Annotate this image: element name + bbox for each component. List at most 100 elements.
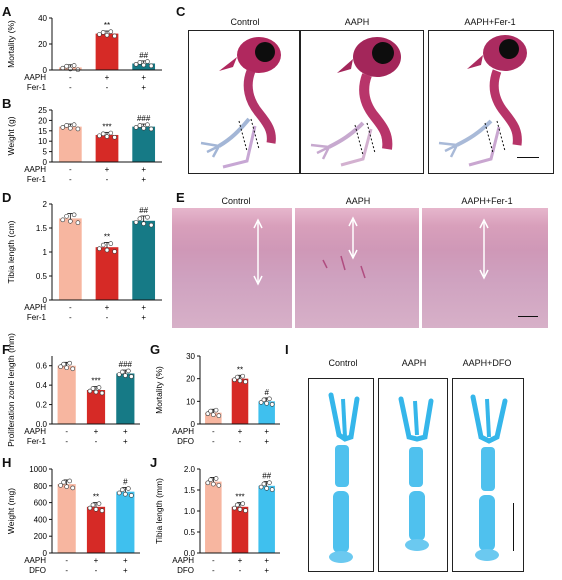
aaph-sign: + — [141, 165, 146, 174]
data-point — [208, 477, 213, 483]
treatment-sign: - — [212, 437, 215, 446]
data-point — [126, 486, 131, 491]
y-axis-label: Proliferation zone length (mm) — [6, 333, 16, 447]
data-point — [108, 29, 114, 34]
data-point — [112, 249, 117, 254]
data-point — [96, 385, 102, 390]
significance-label: *** — [235, 493, 244, 502]
significance-label: ## — [139, 206, 148, 215]
data-point — [269, 402, 275, 407]
data-point — [71, 212, 77, 218]
bar — [258, 401, 275, 424]
aaph-sign: - — [69, 165, 72, 174]
y-tick-label: 0.0 — [184, 549, 196, 558]
data-point — [240, 501, 246, 506]
row-label-aaph: AAPH — [24, 73, 46, 82]
data-point — [108, 130, 114, 136]
y-tick-label: 200 — [34, 532, 48, 541]
data-point — [90, 386, 96, 391]
data-point — [64, 484, 69, 489]
data-point — [58, 483, 63, 488]
skeleton-image-control — [188, 30, 300, 174]
row-label-treatment: Fer-1 — [27, 83, 47, 92]
data-point — [137, 60, 143, 65]
bar — [86, 390, 106, 424]
data-point — [96, 501, 102, 506]
bar — [95, 247, 119, 300]
caption-c-control: Control — [230, 17, 260, 27]
y-tick-label: 20 — [38, 116, 47, 125]
aaph-sign: + — [238, 556, 243, 565]
panel-letter-e: E — [176, 190, 185, 205]
bar — [58, 126, 82, 162]
treatment-sign: - — [212, 566, 215, 575]
caption-c-aaph-fer1: AAPH+Fer-1 — [464, 17, 516, 27]
row-label-aaph: AAPH — [24, 556, 46, 565]
data-point — [104, 247, 110, 253]
data-point — [148, 126, 154, 132]
treatment-sign: + — [264, 437, 269, 446]
data-point — [234, 374, 240, 380]
data-point — [123, 373, 128, 378]
data-point — [211, 481, 216, 487]
data-point — [64, 123, 69, 128]
histology-arrow-aaph-fer1 — [479, 218, 489, 280]
aaph-sign: + — [123, 427, 128, 436]
skeleton-image-aaph — [300, 30, 424, 174]
bar — [116, 491, 135, 553]
treatment-sign: - — [106, 83, 109, 92]
y-tick-label: 800 — [34, 482, 48, 491]
y-tick-label: 0.0 — [36, 420, 48, 429]
cartilage-drawing-aaph — [398, 396, 434, 551]
aaph-sign: - — [212, 427, 215, 436]
data-point — [145, 122, 150, 127]
treatment-sign: - — [69, 83, 72, 92]
data-point — [141, 62, 146, 68]
y-tick-label: 0 — [43, 158, 48, 167]
data-point — [211, 412, 216, 418]
aaph-sign: - — [212, 556, 215, 565]
y-tick-label: 1 — [43, 248, 48, 257]
data-point — [133, 219, 139, 225]
data-point — [264, 401, 269, 406]
data-point — [70, 366, 76, 372]
bar — [205, 412, 222, 424]
row-label-aaph: AAPH — [24, 427, 46, 436]
data-point — [97, 246, 102, 251]
data-point — [133, 61, 139, 67]
bar — [57, 484, 76, 553]
data-point — [97, 133, 102, 139]
scale-bar-e — [518, 316, 538, 317]
y-tick-label: 2 — [43, 200, 48, 209]
data-point — [240, 373, 246, 379]
data-point — [148, 63, 154, 69]
y-tick-label: 10 — [38, 137, 47, 146]
data-point — [269, 487, 275, 492]
data-point — [123, 491, 128, 497]
data-point — [64, 63, 69, 69]
data-point — [61, 479, 66, 485]
significance-label: ** — [237, 365, 243, 374]
panel-letter-h: H — [2, 455, 12, 470]
row-label-treatment: DFO — [29, 566, 46, 575]
data-point — [100, 242, 106, 248]
data-point — [64, 213, 69, 219]
data-point — [208, 408, 213, 414]
cartilage-drawing-aaph-dfo — [470, 394, 508, 561]
significance-label: ## — [139, 51, 148, 60]
data-point — [264, 486, 269, 491]
bar — [95, 134, 119, 162]
treatment-sign: - — [106, 313, 109, 322]
data-point — [120, 487, 125, 493]
caption-i-aaph-dfo: AAPH+DFO — [462, 358, 512, 368]
bar — [86, 506, 106, 553]
data-point — [126, 368, 131, 374]
bar — [57, 365, 76, 424]
panel-letter-a: A — [2, 4, 12, 19]
data-point — [129, 493, 134, 498]
bar — [258, 485, 275, 553]
bar — [132, 126, 156, 162]
histology-image-control — [172, 208, 292, 328]
significance-label: ** — [104, 21, 110, 30]
row-label-treatment: DFO — [177, 437, 194, 446]
